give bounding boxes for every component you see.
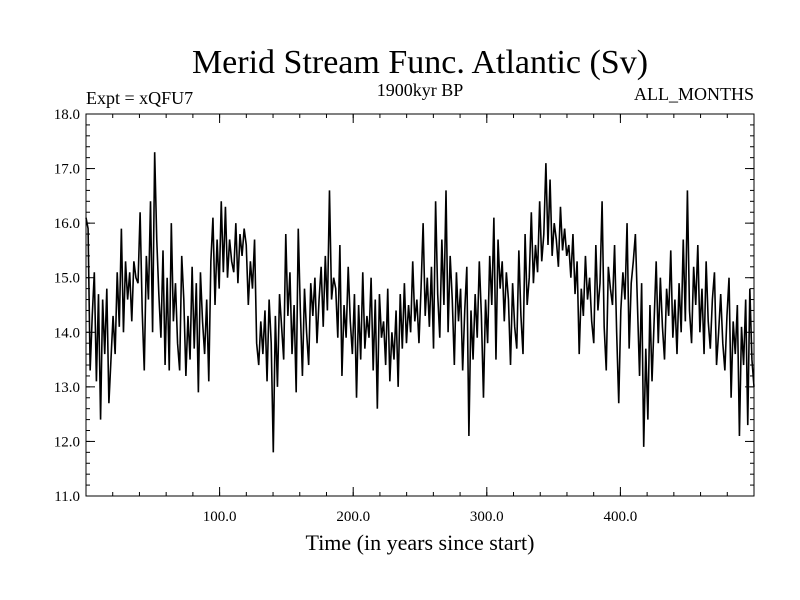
plot-area: 11.0 12.0 13.0 14.0 15.0 16.0 17.0 18.0 100.0 200… — [54, 107, 755, 525]
y-tick-label: 16.0 — [54, 216, 80, 232]
period-label: 1900kyr BP — [377, 80, 464, 100]
chart-title: Merid Stream Func. Atlantic (Sv) — [192, 44, 648, 81]
y-tick-label: 13.0 — [54, 380, 80, 396]
series-line-0 — [85, 152, 755, 453]
x-axis-label: Time (in years since start) — [306, 530, 535, 555]
x-tick-label: 200.0 — [336, 509, 370, 525]
y-tick-label: 11.0 — [54, 489, 80, 505]
y-tick-label: 15.0 — [54, 271, 80, 287]
x-tick-label: 100.0 — [203, 509, 237, 525]
months-label: ALL_MONTHS — [634, 84, 754, 104]
experiment-label: Expt = xQFU7 — [86, 88, 193, 108]
plot-frame — [85, 113, 755, 497]
y-tick-label: 17.0 — [54, 162, 80, 178]
x-tick-label: 300.0 — [470, 509, 504, 525]
y-tick-label: 12.0 — [54, 434, 80, 450]
x-tick-label: 400.0 — [604, 509, 638, 525]
y-tick-label: 18.0 — [54, 107, 80, 123]
y-tick-label: 14.0 — [54, 325, 80, 341]
